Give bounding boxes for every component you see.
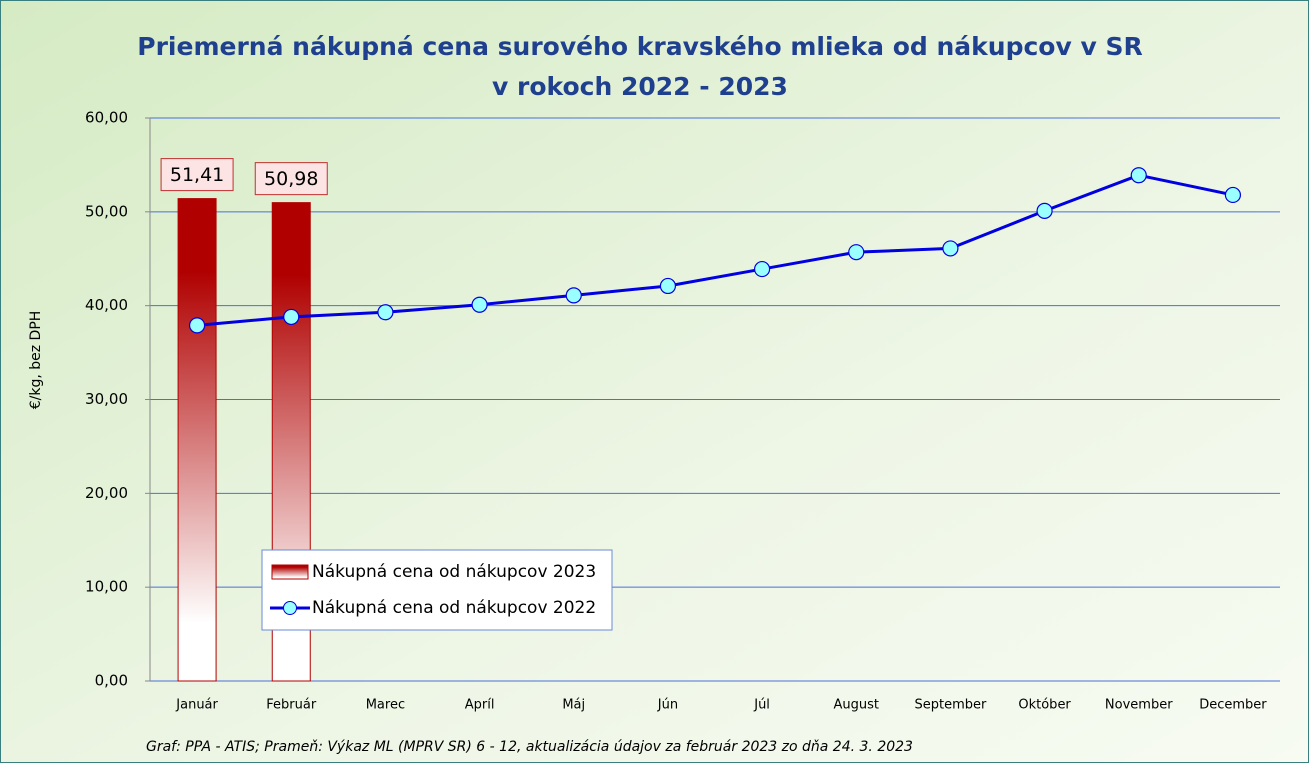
line-marker <box>753 260 771 278</box>
x-tick-label: Apríl <box>465 698 495 713</box>
legend-label: Nákupná cena od nákupcov 2023 <box>312 562 596 582</box>
value-label: 51,41 <box>170 164 224 186</box>
line-marker <box>283 308 300 326</box>
y-tick-label: 40,00 <box>85 296 128 314</box>
y-tick-label: 60,00 <box>85 109 128 127</box>
legend-box <box>261 549 613 631</box>
legend-label: Nákupná cena od nákupcov 2022 <box>312 598 596 618</box>
x-tick-label: Marec <box>366 698 405 713</box>
source-note: Graf: PPA - ATIS; Prameň: Výkaz ML (MPRV… <box>146 739 913 755</box>
bar <box>177 198 217 682</box>
value-label: 50,98 <box>264 168 318 190</box>
value-label-box <box>160 158 234 192</box>
line <box>196 173 1234 327</box>
y-tick-label: 20,00 <box>85 484 128 502</box>
legend-swatch <box>271 564 309 580</box>
line-marker <box>659 277 677 295</box>
legend: Nákupná cena od nákupcov 2023 Nákupná cen… <box>261 549 613 631</box>
y-axis-label: €/kg, bez DPH <box>28 311 44 410</box>
value-label-box <box>254 162 328 196</box>
line-marker <box>848 244 865 261</box>
line-marker <box>188 317 206 334</box>
chart-title: v rokoch 2022 - 2023 <box>492 72 788 101</box>
y-tick-label: 0,00 <box>95 672 128 690</box>
line-marker <box>1036 202 1053 219</box>
y-tick-label: 50,00 <box>85 202 128 220</box>
line-marker <box>1224 186 1242 204</box>
x-tick-label: Január <box>175 698 218 713</box>
line-marker <box>565 287 582 304</box>
legend-marker <box>283 601 297 615</box>
x-tick-label: Máj <box>562 698 585 713</box>
y-tick-label: 30,00 <box>85 390 128 408</box>
x-tick-label: Júl <box>753 698 770 713</box>
line-marker <box>1130 167 1147 184</box>
x-tick-label: November <box>1105 698 1173 713</box>
line-marker <box>471 296 488 313</box>
y-tick-label: 10,00 <box>85 578 128 596</box>
line-marker <box>377 304 394 321</box>
x-tick-label: September <box>914 698 987 713</box>
line-marker <box>942 240 959 257</box>
x-tick-label: August <box>834 698 880 713</box>
chart-title: Priemerná nákupná cena surového kravskéh… <box>137 32 1142 61</box>
x-tick-label: Február <box>266 698 317 713</box>
x-tick-label: December <box>1199 698 1267 713</box>
x-tick-label: Október <box>1018 698 1071 713</box>
x-tick-label: Jún <box>657 698 678 713</box>
